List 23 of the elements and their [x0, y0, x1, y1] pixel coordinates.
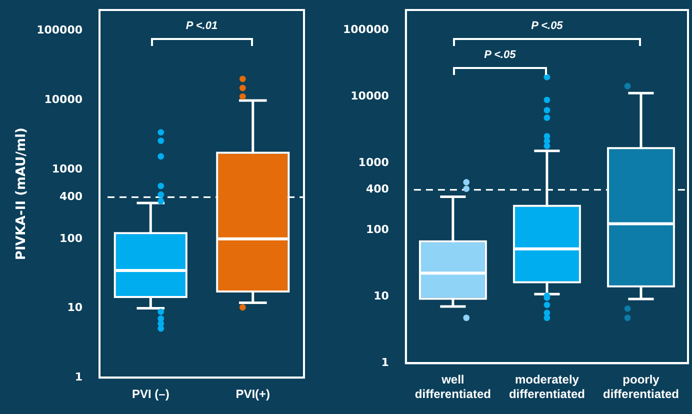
y-tick-label: 100	[60, 232, 83, 245]
y-tick-label: 100000	[342, 22, 390, 36]
y-tick-label: 1	[74, 370, 83, 384]
y-tick-label: 10000	[350, 90, 390, 103]
y-tick-label: 1000	[52, 162, 83, 176]
y-tick-label: 1	[381, 356, 389, 370]
y-tick-label: 400	[366, 182, 390, 196]
y-tick-label: 1000	[358, 156, 390, 170]
x-tick-label: poorly differentiated	[602, 372, 679, 402]
annotation: P <.01	[186, 20, 218, 32]
x-tick-label: PVI (–)	[132, 387, 170, 402]
y-axis-title: PIVKA-II (mAU/ml)	[14, 128, 30, 260]
annotation: P <.05	[484, 49, 516, 61]
x-tick-label: PVI(+)	[236, 387, 270, 402]
x-tick-label: moderately differentiated	[508, 372, 585, 402]
annotation: P <.05	[531, 20, 563, 32]
y-tick-label: 100	[366, 222, 390, 236]
y-tick-label: 10000	[44, 93, 83, 106]
y-tick-label: 400	[60, 190, 83, 204]
x-tick-label: well differentiated	[414, 372, 491, 402]
y-tick-label: 10	[67, 301, 83, 314]
y-tick-label: 10	[374, 289, 390, 302]
y-tick-label: 100000	[36, 24, 83, 37]
